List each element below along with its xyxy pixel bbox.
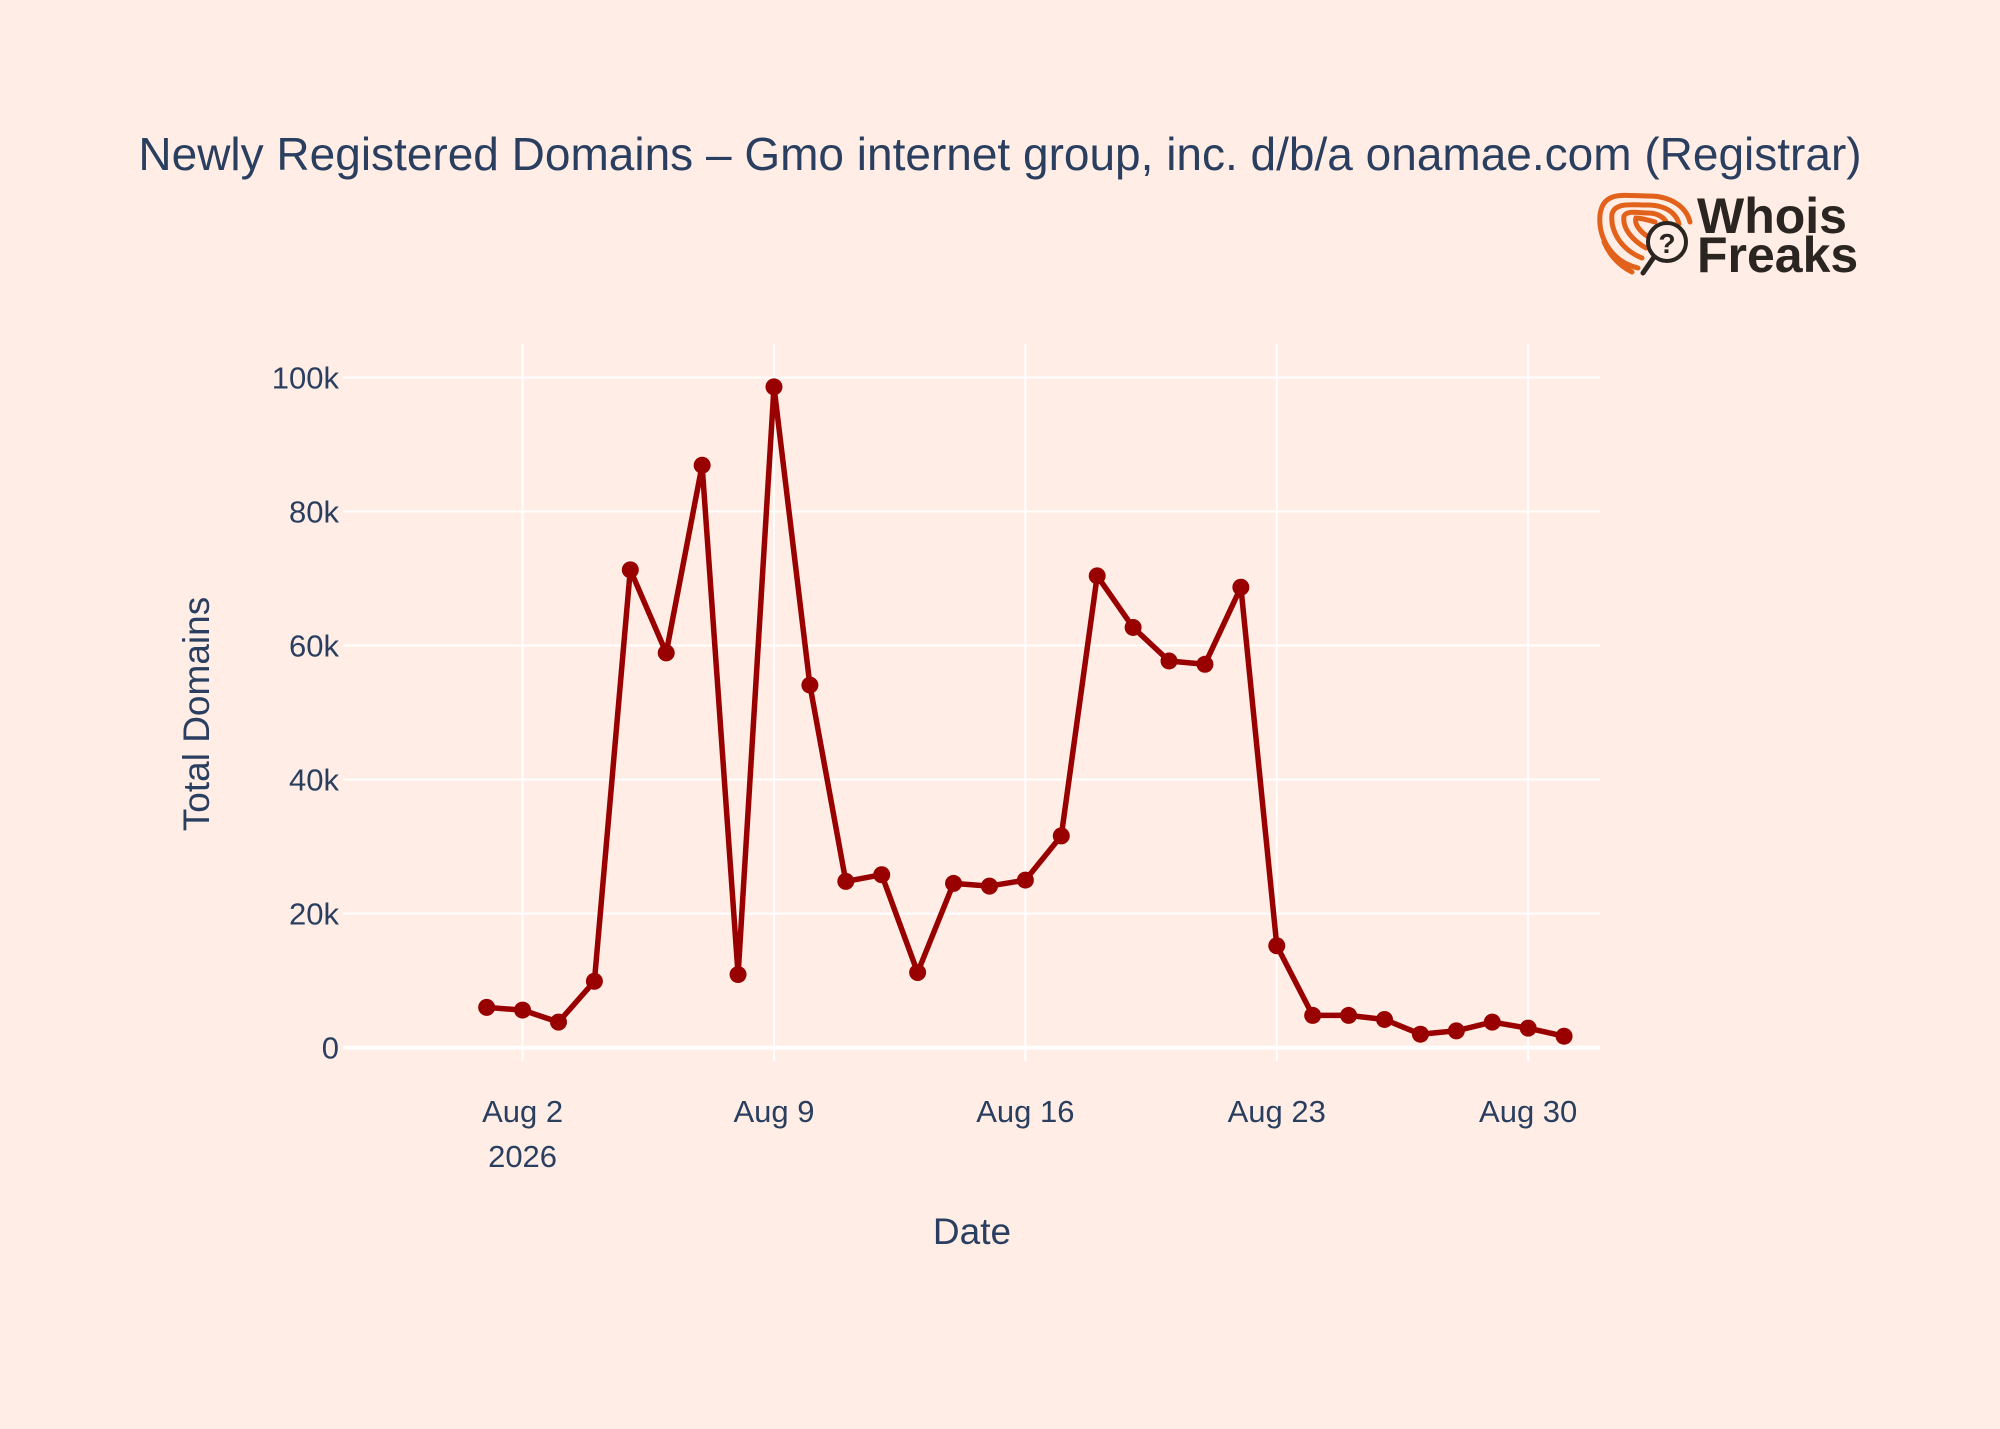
- data-point: [980, 877, 998, 895]
- x-tick-label: Aug 16: [976, 1094, 1074, 1129]
- chart-title: Newly Registered Domains – Gmo internet …: [138, 128, 1861, 180]
- data-point: [1519, 1019, 1537, 1037]
- x-tick-label: Aug 2: [482, 1094, 563, 1129]
- data-point: [549, 1013, 567, 1031]
- x-tick-label: Aug 9: [733, 1094, 814, 1129]
- data-point: [945, 874, 963, 892]
- data-point: [1124, 618, 1142, 636]
- data-point: [1088, 567, 1106, 585]
- question-mark-icon: ?: [1658, 228, 1675, 259]
- x-axis-title: Date: [933, 1211, 1011, 1252]
- data-point: [1340, 1006, 1358, 1024]
- y-tick-label: 40k: [289, 763, 339, 798]
- data-point: [873, 866, 891, 884]
- data-point: [1483, 1013, 1501, 1031]
- x-tick-label: Aug 23: [1228, 1094, 1326, 1129]
- x-tick-sublabel: 2026: [488, 1139, 557, 1174]
- data-point: [1376, 1010, 1394, 1028]
- data-point: [1232, 578, 1250, 596]
- magnifier-handle-icon: [1640, 254, 1657, 276]
- data-point: [837, 872, 855, 890]
- data-point: [909, 964, 927, 982]
- data-point: [765, 378, 783, 396]
- y-tick-labels: 0 20k 40k 60k 80k 100k: [272, 361, 340, 1066]
- x-tick-label: Aug 30: [1479, 1094, 1577, 1129]
- data-point: [1268, 937, 1286, 955]
- y-tick-label: 60k: [289, 629, 339, 664]
- y-gridlines: [343, 376, 1600, 915]
- data-point: [1304, 1006, 1322, 1024]
- data-point: [1196, 655, 1214, 673]
- data-point: [514, 1001, 532, 1019]
- y-axis-title: Total Domains: [176, 597, 217, 831]
- data-point: [1016, 871, 1034, 889]
- data-point: [693, 456, 711, 474]
- fingerprint-magnifier-icon: [1597, 192, 1693, 275]
- logo-text-line2: Freaks: [1697, 227, 1858, 283]
- data-point: [478, 998, 496, 1016]
- data-point: [1447, 1022, 1465, 1040]
- data-point: [1555, 1027, 1573, 1045]
- magnifier-lens-icon: [1646, 221, 1688, 263]
- data-point: [1052, 827, 1070, 845]
- data-point: [729, 966, 747, 984]
- data-point: [1411, 1025, 1429, 1043]
- x-tick-labels: Aug 2 2026 Aug 9 Aug 16 Aug 23 Aug 30: [482, 1094, 1577, 1174]
- data-point: [1160, 652, 1178, 670]
- data-points: [478, 378, 1573, 1045]
- data-point: [801, 676, 819, 694]
- y-tick-label: 100k: [272, 361, 340, 396]
- whoisfreaks-logo: ? Whois Freaks: [1597, 188, 1858, 283]
- y-tick-label: 80k: [289, 495, 339, 530]
- data-point: [657, 644, 675, 662]
- y-tick-label: 0: [322, 1031, 339, 1066]
- data-point: [621, 561, 639, 579]
- logo-text-line1: Whois: [1697, 188, 1847, 244]
- y-tick-label: 20k: [289, 897, 339, 932]
- data-point: [585, 972, 603, 990]
